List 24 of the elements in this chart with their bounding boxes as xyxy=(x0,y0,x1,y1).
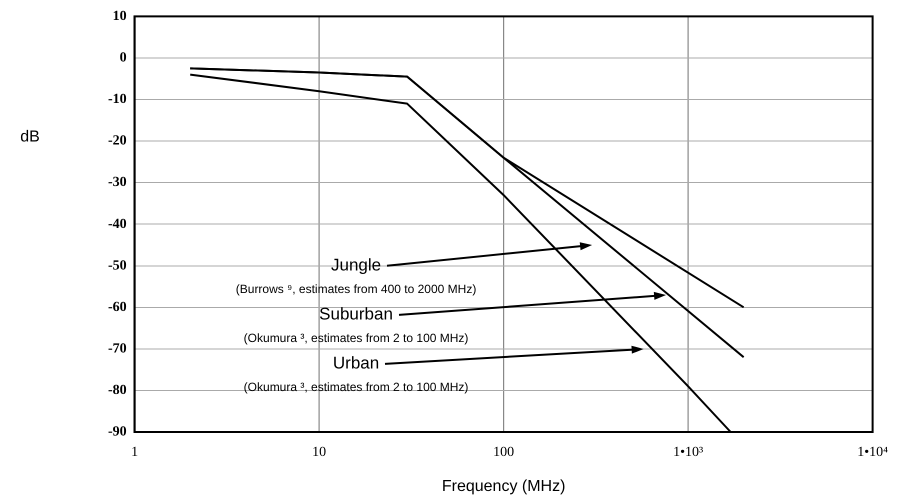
y-tick-label: -30 xyxy=(108,175,127,190)
y-tick-label: 10 xyxy=(112,9,127,24)
annotation: (Burrows ⁹, estimates from 400 to 2000 MHz) xyxy=(236,282,476,296)
annotation: Urban xyxy=(332,353,380,372)
y-axis-title: dB xyxy=(20,128,40,146)
y-tick-label: -50 xyxy=(108,258,127,274)
y-tick-label: -20 xyxy=(108,134,127,149)
x-axis-title: Frequency (MHz) xyxy=(442,478,566,495)
y-tick-label: -80 xyxy=(108,383,127,398)
y-tick-label: 0 xyxy=(120,50,127,66)
y-tick-label: -70 xyxy=(108,341,127,356)
y-tick-label: -60 xyxy=(108,300,127,315)
x-tick-label: 10 xyxy=(312,445,326,460)
annotation: (Okumura ³, estimates from 2 to 100 MHz) xyxy=(244,380,468,394)
annotation: Jungle xyxy=(330,255,382,274)
y-tick-label: -10 xyxy=(108,92,127,108)
x-tick-label: 100 xyxy=(493,445,514,460)
annotation: (Okumura ³, estimates from 2 to 100 MHz) xyxy=(244,331,468,346)
y-tick-label: -40 xyxy=(108,216,127,232)
annotation: Suburban xyxy=(319,304,393,324)
x-tick-label: 1•10⁴ xyxy=(857,445,888,460)
y-tick-label: -90 xyxy=(108,424,127,440)
x-tick-label: 1•10³ xyxy=(673,445,704,460)
x-tick-label: 1 xyxy=(131,445,138,460)
